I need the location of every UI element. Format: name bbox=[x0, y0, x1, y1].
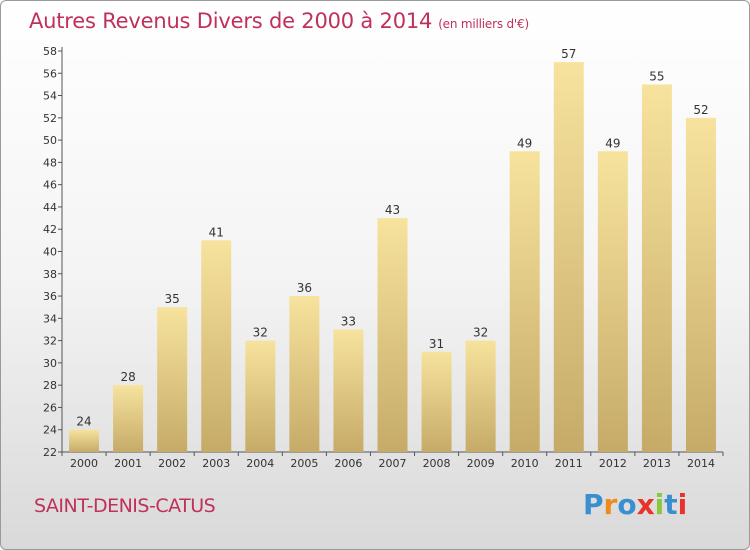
y-tick-label: 38 bbox=[43, 268, 57, 281]
data-label-2001: 28 bbox=[120, 370, 135, 384]
x-tick-label-2008: 2008 bbox=[423, 457, 451, 470]
data-label-2007: 43 bbox=[385, 203, 400, 217]
x-tick-label-2010: 2010 bbox=[511, 457, 539, 470]
y-tick-label: 46 bbox=[43, 179, 57, 192]
x-tick-label-2009: 2009 bbox=[467, 457, 495, 470]
x-tick-label-2012: 2012 bbox=[599, 457, 627, 470]
data-label-2008: 31 bbox=[429, 337, 444, 351]
logo-letter: t bbox=[664, 488, 678, 521]
y-tick-label: 42 bbox=[43, 223, 57, 236]
x-tick-label-2007: 2007 bbox=[379, 457, 407, 470]
x-tick-label-2011: 2011 bbox=[555, 457, 583, 470]
y-tick-label: 52 bbox=[43, 112, 57, 125]
data-label-2005: 36 bbox=[297, 281, 312, 295]
x-tick-label-2005: 2005 bbox=[290, 457, 318, 470]
data-label-2013: 55 bbox=[649, 69, 664, 83]
y-tick-label: 58 bbox=[43, 45, 57, 58]
x-tick-label-2013: 2013 bbox=[643, 457, 671, 470]
y-tick-label: 34 bbox=[43, 312, 57, 325]
y-tick-label: 56 bbox=[43, 67, 57, 80]
data-label-2000: 24 bbox=[76, 415, 91, 429]
chart-unit: (en milliers d'€) bbox=[438, 17, 529, 31]
x-tick-label-2004: 2004 bbox=[246, 457, 274, 470]
bar-2004 bbox=[245, 340, 276, 452]
y-tick-label: 22 bbox=[43, 446, 57, 459]
x-tick-label-2014: 2014 bbox=[687, 457, 715, 470]
bar-2007 bbox=[377, 218, 408, 452]
data-label-2010: 49 bbox=[517, 136, 532, 150]
y-tick-label: 44 bbox=[43, 201, 57, 214]
y-tick-label: 26 bbox=[43, 401, 57, 414]
chart-title-text: Autres Revenus Divers de 2000 à 2014 bbox=[29, 9, 433, 33]
y-tick-label: 48 bbox=[43, 156, 57, 169]
location-name: SAINT-DENIS-CATUS bbox=[34, 495, 216, 517]
bar-2008 bbox=[421, 351, 452, 452]
data-label-2009: 32 bbox=[473, 326, 488, 340]
x-tick-label-2006: 2006 bbox=[334, 457, 362, 470]
y-tick-label: 50 bbox=[43, 134, 57, 147]
y-tick-label: 24 bbox=[43, 424, 57, 437]
bar-2014 bbox=[685, 117, 716, 452]
logo-letter: i bbox=[677, 488, 688, 521]
data-label-2003: 41 bbox=[209, 225, 224, 239]
data-label-2004: 32 bbox=[253, 326, 268, 340]
y-tick-label: 30 bbox=[43, 357, 57, 370]
data-label-2012: 49 bbox=[605, 136, 620, 150]
bar-2003 bbox=[201, 240, 232, 452]
y-tick-label: 40 bbox=[43, 246, 57, 259]
data-label-2011: 57 bbox=[561, 47, 576, 61]
y-tick-label: 36 bbox=[43, 290, 57, 303]
x-tick-label-2000: 2000 bbox=[70, 457, 98, 470]
x-tick-label-2001: 2001 bbox=[114, 457, 142, 470]
proxiti-logo: Proxiti bbox=[583, 488, 687, 521]
bar-2002 bbox=[157, 307, 188, 452]
bar-2011 bbox=[553, 62, 584, 453]
y-tick-label: 54 bbox=[43, 90, 57, 103]
y-tick-label: 28 bbox=[43, 379, 57, 392]
data-label-2014: 52 bbox=[693, 103, 708, 117]
x-tick-label-2003: 2003 bbox=[202, 457, 230, 470]
logo-letter: o bbox=[617, 488, 637, 521]
x-tick-label-2002: 2002 bbox=[158, 457, 186, 470]
bar-2006 bbox=[333, 329, 364, 452]
y-tick-label: 32 bbox=[43, 335, 57, 348]
data-label-2006: 33 bbox=[341, 314, 356, 328]
bar-2010 bbox=[509, 151, 540, 452]
logo-letter: r bbox=[603, 488, 618, 521]
bar-2012 bbox=[597, 151, 628, 452]
data-label-2002: 35 bbox=[165, 292, 180, 306]
bar-2005 bbox=[289, 296, 320, 452]
bar-2001 bbox=[113, 385, 144, 452]
logo-letter: P bbox=[583, 488, 604, 521]
bar-2009 bbox=[465, 340, 496, 452]
bar-2000 bbox=[69, 429, 100, 452]
bar-2013 bbox=[641, 84, 672, 453]
logo-letter: x bbox=[636, 488, 655, 521]
chart-title: Autres Revenus Divers de 2000 à 2014 (en … bbox=[29, 9, 529, 33]
logo-letter: i bbox=[654, 488, 665, 521]
